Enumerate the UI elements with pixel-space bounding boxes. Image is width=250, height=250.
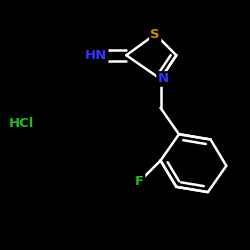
Text: F: F — [135, 175, 144, 188]
Text: S: S — [150, 28, 160, 41]
Text: HN: HN — [85, 49, 107, 62]
Text: N: N — [158, 72, 169, 86]
Text: HCl: HCl — [8, 117, 34, 130]
